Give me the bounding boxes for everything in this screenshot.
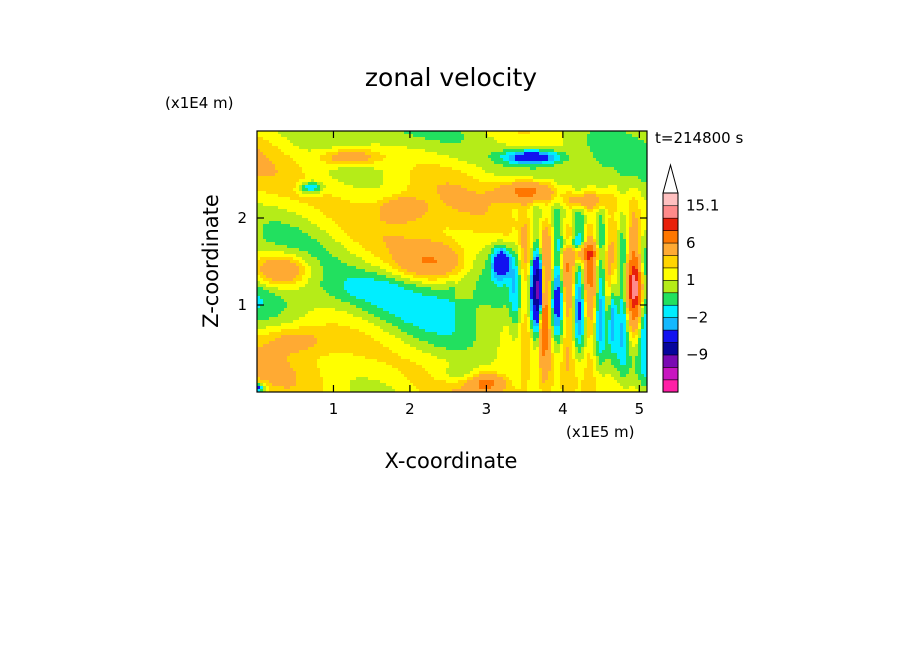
x-axis: 1 2 3 4 5 bbox=[329, 131, 644, 418]
plot-frame bbox=[256, 130, 648, 393]
colorbar-swatch bbox=[662, 267, 679, 281]
y-unit-label: (x1E4 m) bbox=[165, 94, 234, 112]
colorbar-swatch bbox=[662, 254, 679, 269]
colorbar-label: 1 bbox=[686, 271, 696, 289]
x-tick-label: 3 bbox=[482, 400, 492, 418]
x-unit-label: (x1E5 m) bbox=[566, 423, 635, 441]
colorbar-label: −9 bbox=[686, 346, 708, 364]
colorbar-swatch bbox=[662, 192, 679, 207]
time-label: t=214800 s bbox=[655, 129, 743, 147]
x-tick-label: 1 bbox=[329, 400, 339, 418]
y-axis: 12 bbox=[237, 209, 647, 314]
colorbar-swatch bbox=[662, 379, 679, 393]
contour-field bbox=[257, 131, 647, 392]
chart-title: zonal velocity bbox=[365, 63, 537, 92]
colorbar-frame bbox=[662, 192, 679, 393]
colorbar-swatch bbox=[662, 317, 679, 331]
colorbar-swatch bbox=[662, 205, 679, 219]
colorbar-swatch bbox=[662, 304, 679, 318]
colorbar-swatch bbox=[662, 242, 679, 256]
colorbar-swatch bbox=[662, 279, 679, 294]
y-axis-label: Z-coordinate bbox=[199, 194, 223, 328]
colorbar-extend-arrow bbox=[662, 163, 679, 194]
colorbar-swatch bbox=[662, 341, 679, 356]
colorbar: 15.1 6 1 −2 −9 bbox=[662, 163, 719, 393]
y-tick-label: 2 bbox=[237, 209, 247, 227]
x-axis-label: X-coordinate bbox=[385, 449, 518, 473]
x-tick-label: 5 bbox=[635, 400, 645, 418]
y-tick-label: 1 bbox=[237, 296, 247, 314]
colorbar-swatch bbox=[662, 366, 679, 381]
colorbar-swatch bbox=[662, 354, 679, 368]
colorbar-swatch bbox=[662, 292, 679, 306]
colorbar-swatch bbox=[662, 329, 679, 343]
colorbar-swatch bbox=[662, 217, 679, 231]
x-tick-label: 2 bbox=[405, 400, 415, 418]
x-tick-label: 4 bbox=[558, 400, 568, 418]
colorbar-swatch bbox=[662, 230, 679, 244]
colorbar-label: 15.1 bbox=[686, 196, 719, 214]
colorbar-label: 6 bbox=[686, 234, 696, 252]
colorbar-label: −2 bbox=[686, 308, 708, 326]
